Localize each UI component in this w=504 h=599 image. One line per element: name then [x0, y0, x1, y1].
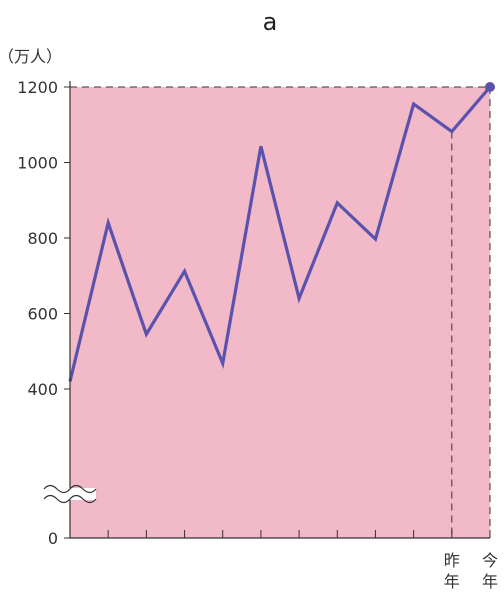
y-tick-label: 0: [48, 529, 58, 548]
y-tick-label: 1000: [17, 154, 58, 173]
x-category-label-11: 年: [444, 572, 460, 591]
axis-break-mark-2: [43, 494, 97, 504]
y-tick-label: 400: [27, 380, 58, 399]
x-category-label-12: 年: [482, 572, 498, 591]
series-line: [68, 85, 492, 382]
y-tick-label: 1200: [17, 78, 58, 97]
axis-break-mark-1: [43, 484, 97, 494]
y-tick-label: 600: [27, 305, 58, 324]
x-category-label-12: 今: [482, 551, 498, 570]
y-tick-label: 800: [27, 229, 58, 248]
plot-background: [70, 87, 490, 538]
chart-title: a: [263, 8, 278, 36]
axis-break-gap: [44, 488, 96, 500]
x-category-label-11: 昨: [444, 551, 460, 570]
y-unit-label: （万人）: [0, 47, 62, 66]
series-end-point: [485, 82, 495, 92]
